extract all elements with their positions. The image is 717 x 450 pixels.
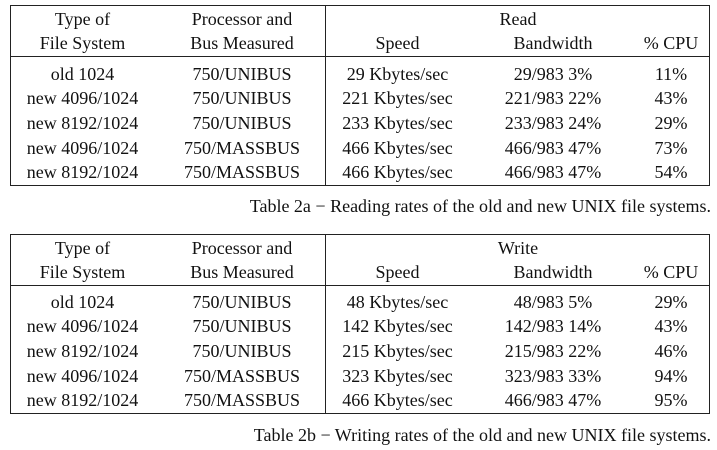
header-divider (11, 285, 709, 286)
header-cpu: % CPU (643, 33, 699, 53)
cell-cpu: 94% (654, 366, 688, 386)
cell-bandwidth: 142/983 14% (504, 316, 602, 336)
cell-processor: 750/MASSBUS (183, 390, 301, 410)
column-divider (325, 6, 326, 185)
read-rates-table: Type of File System Processor and Bus Me… (10, 5, 710, 186)
header-cpu: % CPU (643, 262, 699, 282)
write-rates-table: Type of File System Processor and Bus Me… (10, 234, 710, 414)
header-bandwidth: Bandwidth (513, 33, 593, 53)
header-file-system-line2: File System (39, 33, 126, 53)
cell-processor: 750/MASSBUS (183, 366, 301, 386)
header-file-system-line1: Type of (54, 238, 111, 258)
cell-file-system: new 4096/1024 (26, 366, 139, 386)
header-processor-line1: Processor and (191, 238, 293, 258)
cell-file-system: new 4096/1024 (26, 138, 139, 158)
cell-file-system: new 8192/1024 (26, 162, 139, 182)
column-divider (325, 235, 326, 413)
header-mode: Read (499, 9, 537, 29)
cell-file-system: new 4096/1024 (26, 316, 139, 336)
cell-speed: 29 Kbytes/sec (346, 64, 449, 84)
cell-cpu: 11% (654, 64, 688, 84)
cell-bandwidth: 29/983 3% (513, 64, 593, 84)
cell-bandwidth: 466/983 47% (504, 162, 602, 182)
cell-file-system: new 8192/1024 (26, 390, 139, 410)
cell-bandwidth: 48/983 5% (513, 292, 593, 312)
cell-speed: 142 Kbytes/sec (342, 316, 453, 336)
cell-cpu: 43% (654, 88, 688, 108)
cell-bandwidth: 215/983 22% (504, 341, 602, 361)
cell-bandwidth: 466/983 47% (504, 138, 602, 158)
cell-speed: 221 Kbytes/sec (342, 88, 453, 108)
cell-cpu: 95% (654, 390, 688, 410)
header-file-system-line2: File System (39, 262, 126, 282)
cell-speed: 466 Kbytes/sec (342, 162, 453, 182)
cell-file-system: old 1024 (50, 64, 115, 84)
cell-bandwidth: 233/983 24% (504, 113, 602, 133)
header-processor-line2: Bus Measured (190, 262, 294, 282)
cell-file-system: new 8192/1024 (26, 113, 139, 133)
header-mode: Write (497, 238, 539, 258)
table-caption-2b: Table 2b − Writing rates of the old and … (253, 425, 711, 445)
cell-processor: 750/UNIBUS (192, 341, 292, 361)
cell-processor: 750/MASSBUS (183, 162, 301, 182)
cell-cpu: 43% (654, 316, 688, 336)
cell-speed: 323 Kbytes/sec (342, 366, 453, 386)
cell-processor: 750/MASSBUS (183, 138, 301, 158)
cell-processor: 750/UNIBUS (192, 113, 292, 133)
cell-cpu: 29% (654, 113, 688, 133)
cell-speed: 215 Kbytes/sec (342, 341, 453, 361)
cell-speed: 233 Kbytes/sec (342, 113, 453, 133)
cell-processor: 750/UNIBUS (192, 292, 292, 312)
cell-bandwidth: 221/983 22% (504, 88, 602, 108)
header-bandwidth: Bandwidth (513, 262, 593, 282)
cell-file-system: new 8192/1024 (26, 341, 139, 361)
cell-speed: 466 Kbytes/sec (342, 138, 453, 158)
header-processor-line1: Processor and (191, 9, 293, 29)
cell-bandwidth: 323/983 33% (504, 366, 602, 386)
cell-file-system: old 1024 (50, 292, 115, 312)
table-caption-2a: Table 2a − Reading rates of the old and … (249, 196, 711, 216)
header-processor-line2: Bus Measured (190, 33, 294, 53)
cell-cpu: 54% (654, 162, 688, 182)
header-file-system-line1: Type of (54, 9, 111, 29)
cell-cpu: 73% (654, 138, 688, 158)
cell-speed: 48 Kbytes/sec (346, 292, 449, 312)
cell-cpu: 29% (654, 292, 688, 312)
cell-processor: 750/UNIBUS (192, 88, 292, 108)
cell-cpu: 46% (654, 341, 688, 361)
cell-file-system: new 4096/1024 (26, 88, 139, 108)
cell-bandwidth: 466/983 47% (504, 390, 602, 410)
header-speed: Speed (375, 33, 420, 53)
header-divider (11, 56, 709, 57)
cell-speed: 466 Kbytes/sec (342, 390, 453, 410)
cell-processor: 750/UNIBUS (192, 64, 292, 84)
header-speed: Speed (375, 262, 420, 282)
cell-processor: 750/UNIBUS (192, 316, 292, 336)
